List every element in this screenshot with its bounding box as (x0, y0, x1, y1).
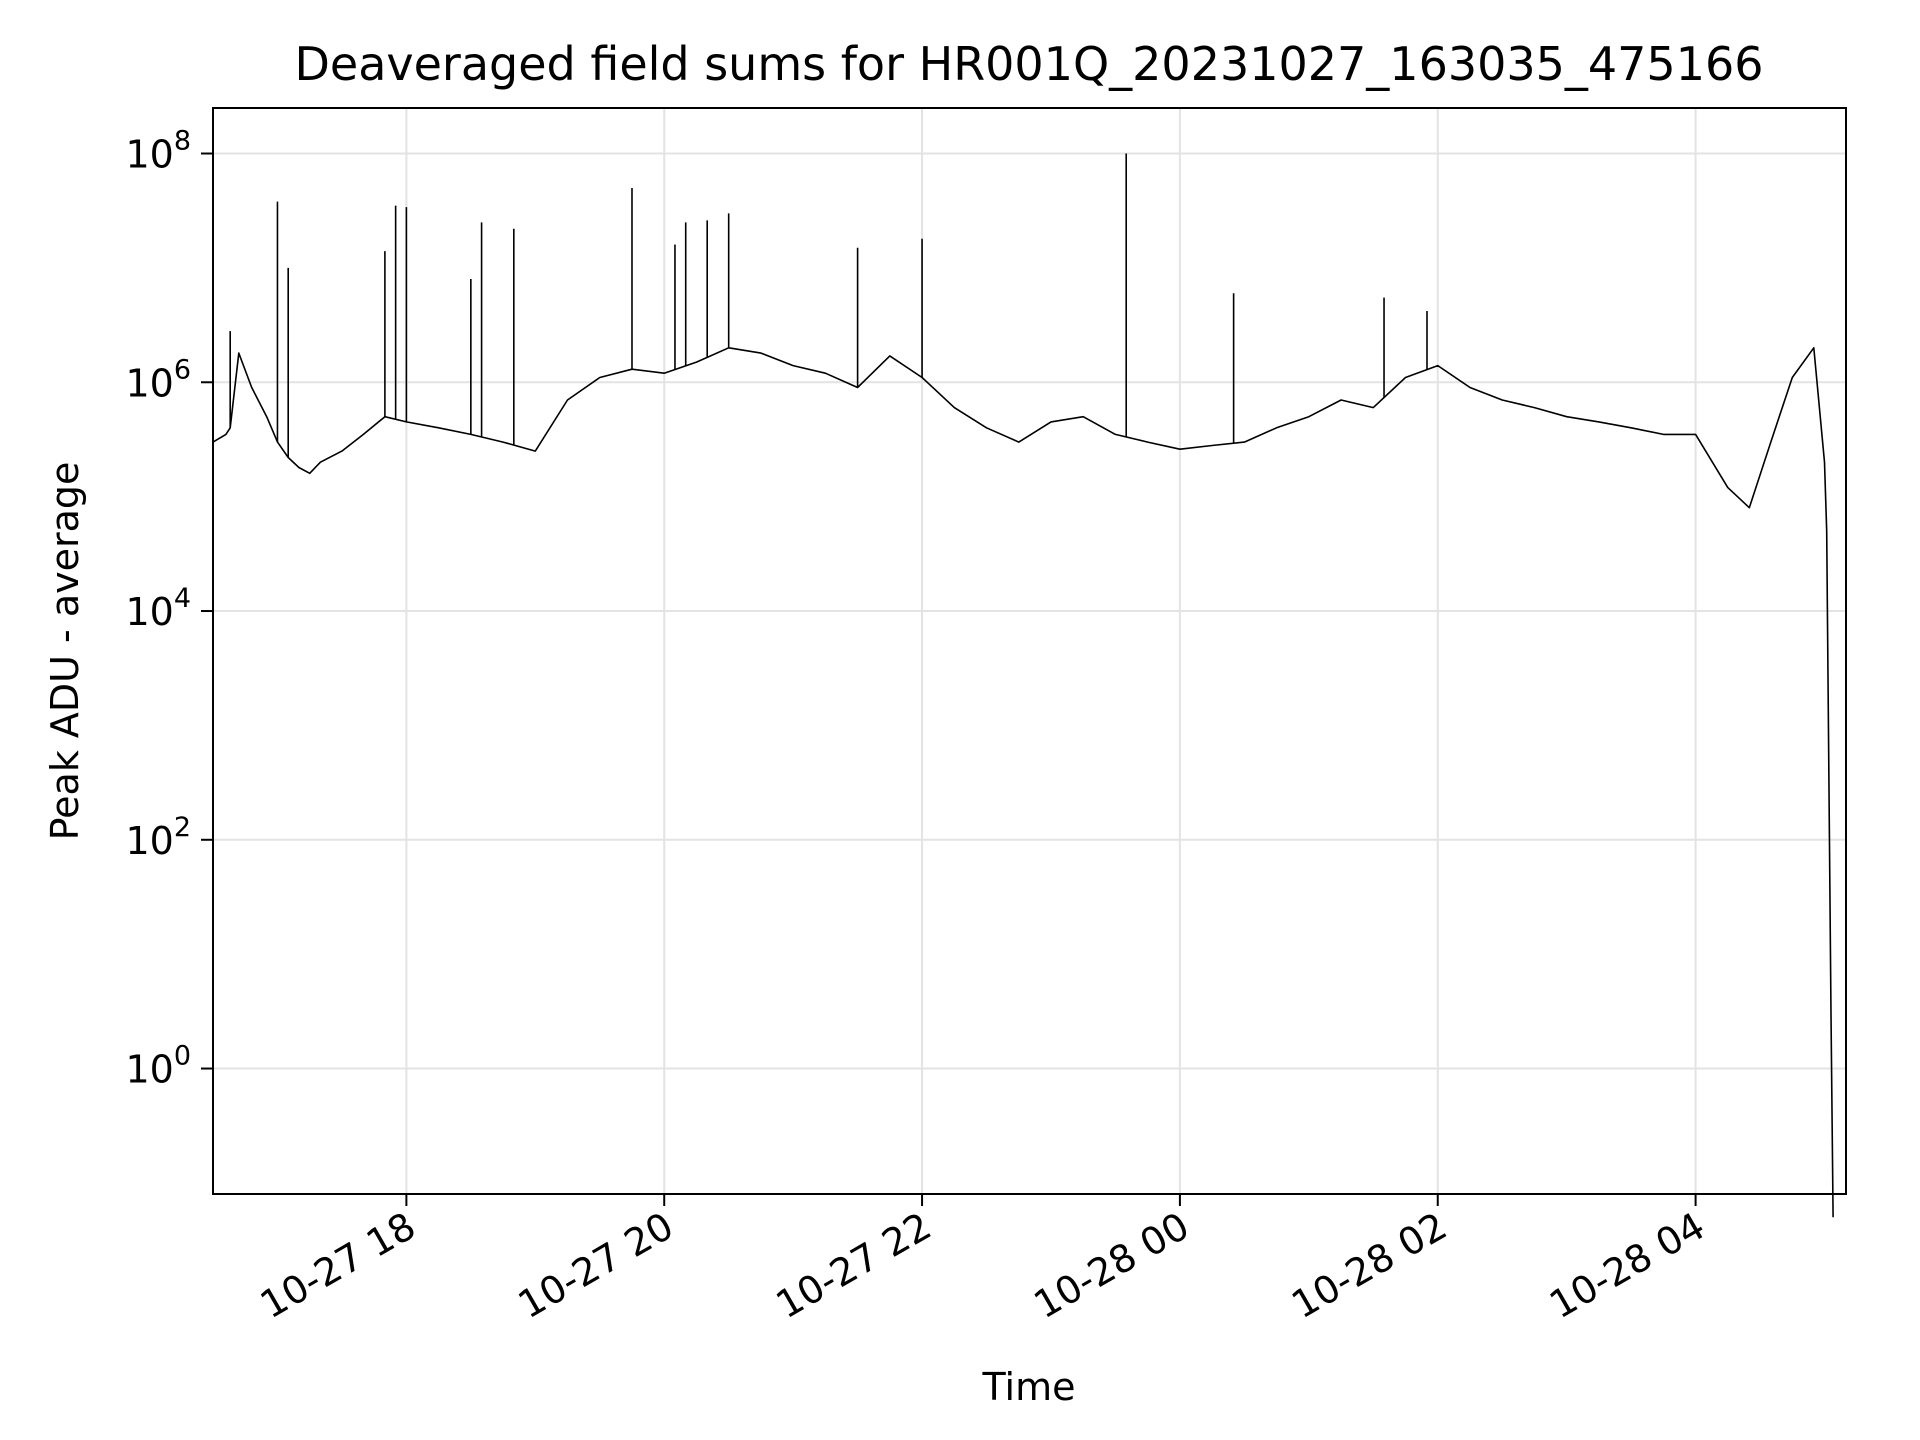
series-line (212, 346, 1834, 1218)
x-axis-label: Time (982, 1365, 1076, 1409)
axes-frame (212, 107, 1847, 1195)
y-tick-label: 100 (125, 1041, 191, 1092)
y-tick-label: 104 (125, 583, 191, 634)
plot-area (212, 153, 1834, 1218)
chart-title: Deaveraged field sums for HR001Q_2023102… (294, 37, 1763, 91)
y-tick-label: 102 (125, 812, 191, 863)
y-tick-label: 108 (125, 126, 191, 177)
y-tick-label: 106 (125, 354, 191, 405)
y-axis-label: Peak ADU - average (43, 462, 87, 841)
